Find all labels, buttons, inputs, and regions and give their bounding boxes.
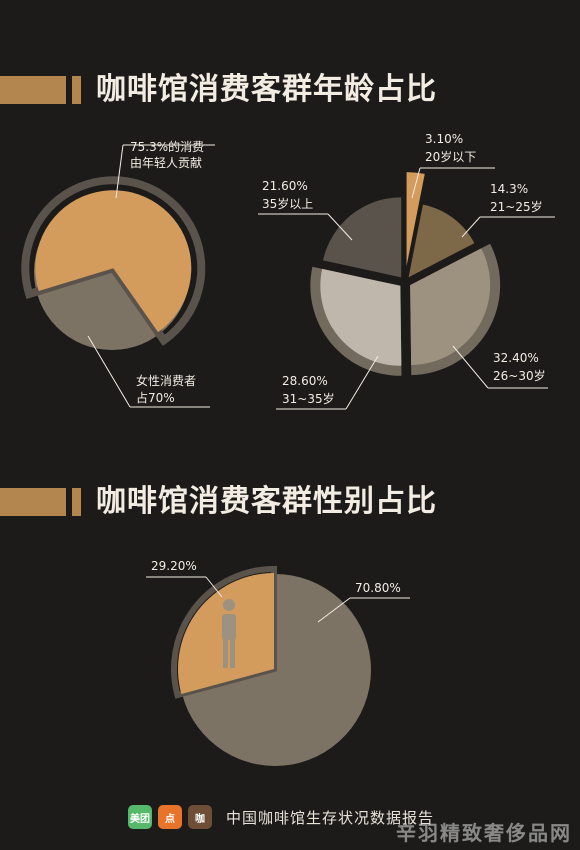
leader-31-35-diag <box>345 355 379 410</box>
pie-slice-21-25 <box>408 204 475 278</box>
age-label-under20-pct: 3.10% <box>425 132 463 146</box>
age-label-21-25-pct: 14.3% <box>490 182 528 196</box>
age-label-31-35: 31~35岁 <box>282 391 335 406</box>
annotation-female-line1: 女性消费者 <box>136 373 196 388</box>
age-label-over35-pct: 21.60% <box>262 179 308 193</box>
leader-over35-diag <box>327 213 353 241</box>
male-person-icon <box>222 599 236 668</box>
gender-label-female-pct: 70.80% <box>355 581 401 595</box>
age-label-over35: 35岁以上 <box>262 196 313 211</box>
age-label-26-30: 26~30岁 <box>493 368 546 383</box>
chart-female-share: 75.3%的消费 由年轻人贡献 女性消费者 占70% <box>21 139 215 408</box>
watermark: 辛羽精致奢侈品网 <box>396 821 572 845</box>
pie-slice-35 <box>323 197 402 278</box>
gender-section-title: 咖啡馆消费客群性别占比 <box>96 484 437 519</box>
pie-slice-male-frame <box>171 565 277 699</box>
leader-male-diag <box>205 576 223 598</box>
age-label-31-35-pct: 28.60% <box>282 374 328 388</box>
leader-under20-diag <box>411 167 421 199</box>
age-section-heading: 咖啡馆消费客群年龄占比 <box>0 70 580 110</box>
age-label-26-30-pct: 32.40% <box>493 351 539 365</box>
coffee-logo: 咖 <box>188 805 212 829</box>
annotation-young-line1: 75.3%的消费 <box>130 139 204 154</box>
heading-accent-bar <box>0 76 66 104</box>
pie-slice-26-30 <box>410 248 491 366</box>
age-label-21-25: 21~25岁 <box>490 199 543 214</box>
heading-accent-bar-small <box>72 76 81 104</box>
leader-26-30-diag <box>452 345 489 389</box>
age-section-title: 咖啡馆消费客群年龄占比 <box>96 72 437 107</box>
age-label-under20: 20岁以下 <box>425 149 476 164</box>
leader-female-diag <box>87 335 131 408</box>
leader-young-diag <box>115 144 124 199</box>
pie-slice-female-frame <box>21 176 206 346</box>
meituan-logo: 美团 <box>128 805 152 829</box>
dianping-logo: 点 <box>158 805 182 829</box>
chart-gender-distribution: 29.20% 70.80% <box>146 559 410 766</box>
heading-accent-bar <box>0 488 66 516</box>
pie-slice-female <box>35 190 192 333</box>
annotation-female-line2: 占70% <box>136 390 175 405</box>
pie-slice-31-35 <box>320 268 402 366</box>
gender-label-male-pct: 29.20% <box>151 559 197 573</box>
annotation-young-line2: 由年轻人贡献 <box>130 155 202 170</box>
chart-age-distribution: 3.10% 20岁以下 14.3% 21~25岁 21.60% 35岁以上 32… <box>258 132 555 410</box>
heading-accent-bar-small <box>72 488 81 516</box>
gender-section-heading: 咖啡馆消费客群性别占比 <box>0 482 580 522</box>
leader-21-25-diag <box>461 216 481 238</box>
footer-report-title: 中国咖啡馆生存状况数据报告 <box>226 808 435 827</box>
footer: 美团 点 咖 中国咖啡馆生存状况数据报告 <box>128 805 434 829</box>
pie-slice-20 <box>406 172 425 267</box>
leader-female-gender-diag <box>317 597 351 623</box>
